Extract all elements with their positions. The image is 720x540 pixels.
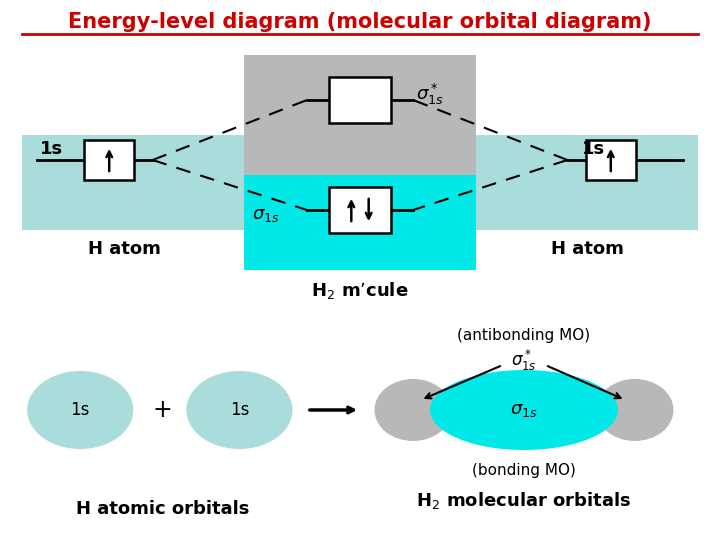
Text: $\sigma_{1s}$: $\sigma_{1s}$ xyxy=(510,401,538,419)
Text: $\sigma_{1s}$: $\sigma_{1s}$ xyxy=(252,206,279,224)
Ellipse shape xyxy=(27,371,133,449)
Text: (bonding MO): (bonding MO) xyxy=(472,463,576,478)
Text: 1s: 1s xyxy=(582,140,605,158)
Text: H atom: H atom xyxy=(88,240,161,258)
Text: $\sigma^*_{1s}$: $\sigma^*_{1s}$ xyxy=(511,348,537,373)
Text: H atom: H atom xyxy=(551,240,624,258)
Text: Energy-level diagram (molecular orbital diagram): Energy-level diagram (molecular orbital … xyxy=(68,12,652,32)
Bar xyxy=(585,140,636,180)
Text: (antibonding MO): (antibonding MO) xyxy=(457,328,590,343)
Text: 1s: 1s xyxy=(230,401,249,419)
Text: H$_2$ m’cule: H$_2$ m’cule xyxy=(311,280,409,301)
Ellipse shape xyxy=(186,371,292,449)
Ellipse shape xyxy=(596,379,673,441)
Bar xyxy=(476,135,698,230)
Bar xyxy=(244,175,476,270)
Text: +: + xyxy=(153,398,172,422)
Text: 1s: 1s xyxy=(71,401,90,419)
Text: H$_2$ molecular orbitals: H$_2$ molecular orbitals xyxy=(416,490,631,511)
Ellipse shape xyxy=(374,379,451,441)
Bar xyxy=(22,135,244,230)
Bar xyxy=(328,77,392,123)
Ellipse shape xyxy=(430,370,618,450)
Bar xyxy=(328,187,392,233)
Bar xyxy=(84,140,135,180)
Text: $\sigma^*_{1s}$: $\sigma^*_{1s}$ xyxy=(416,82,444,107)
Bar xyxy=(244,55,476,175)
Text: 1s: 1s xyxy=(40,140,63,158)
Text: H atomic orbitals: H atomic orbitals xyxy=(76,500,249,518)
